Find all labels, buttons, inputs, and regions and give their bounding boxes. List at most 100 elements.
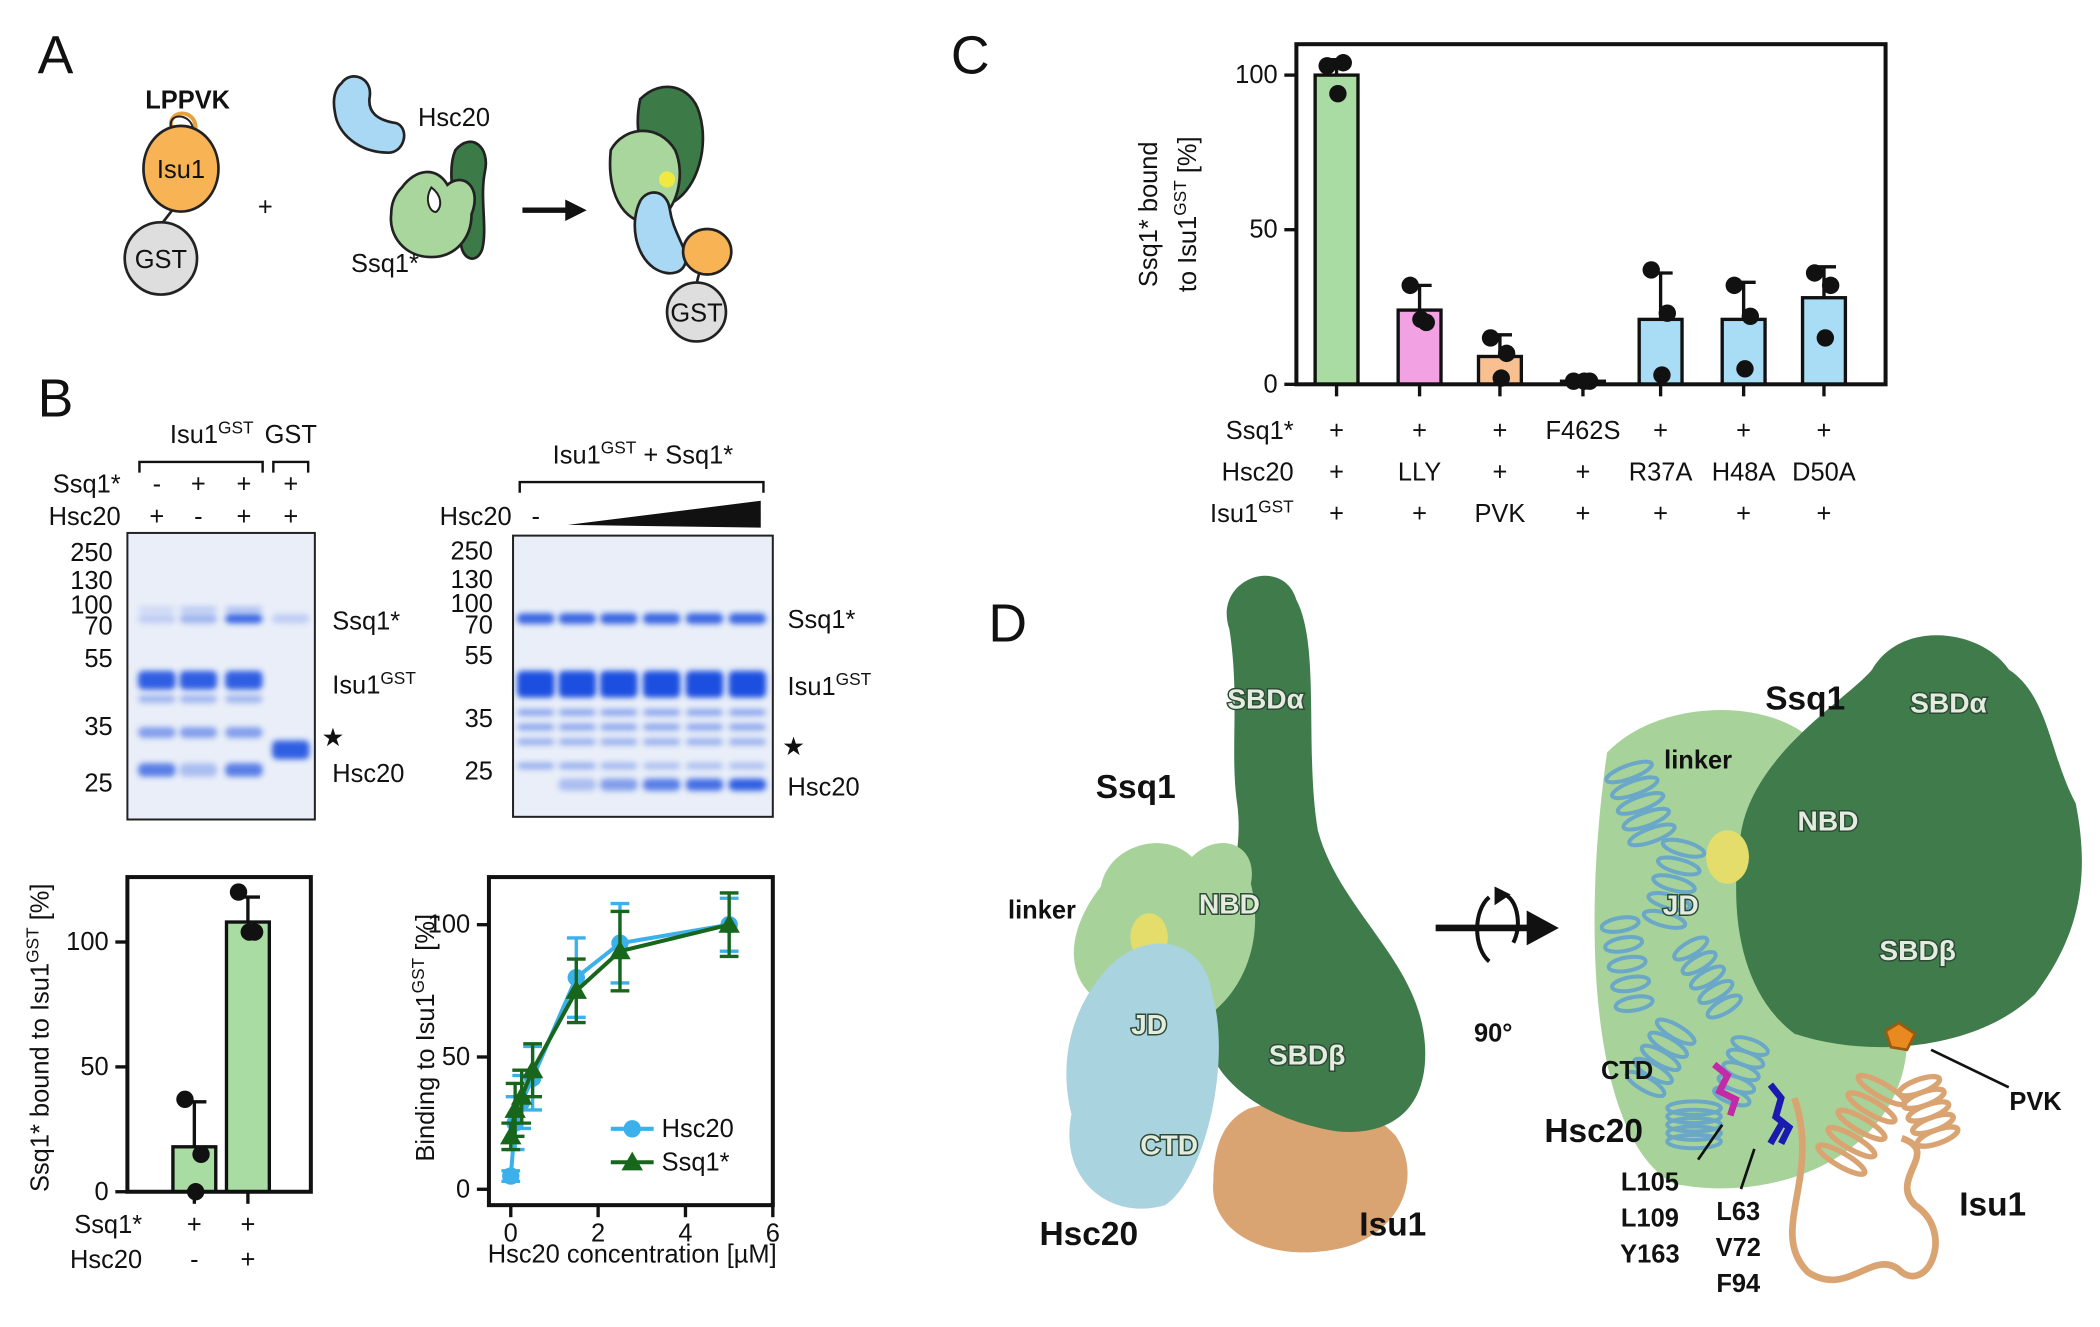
gel-band — [225, 694, 263, 704]
row-cell: + — [283, 471, 298, 499]
pointer — [1739, 1148, 1756, 1190]
row-label: Ssq1* — [74, 1211, 142, 1239]
gel-band — [517, 762, 555, 770]
gel-band — [685, 778, 724, 791]
gel-band — [685, 670, 724, 698]
y-axis-label: Ssq1* bound — [1135, 141, 1163, 287]
isu1-helix — [1815, 1142, 1868, 1177]
pvk-residues — [1883, 1021, 1917, 1052]
hsc20-helix — [1651, 873, 1697, 895]
band-label-part: GST — [380, 668, 416, 688]
replicate-point — [1816, 329, 1835, 347]
gel-band — [517, 723, 555, 731]
gel-band — [728, 738, 767, 746]
domain-label: SBDβ — [1269, 1040, 1346, 1071]
replicate-point — [1736, 360, 1754, 378]
hsc20-helix — [1646, 891, 1693, 913]
x-axis-label: Hsc20 concentration [µM] — [488, 1241, 777, 1269]
band-label-part: Isu1 — [788, 673, 836, 701]
gel-band — [685, 762, 724, 770]
gel-band — [179, 613, 218, 624]
row-cell: - — [194, 503, 202, 531]
gel-band — [685, 709, 724, 716]
gel-band — [225, 727, 263, 738]
row-label: Ssq1* — [1226, 417, 1294, 445]
marker-label: 130 — [70, 567, 112, 595]
replicate-point — [1401, 276, 1419, 295]
bracket — [518, 480, 765, 493]
row-cell: + — [149, 503, 164, 531]
plot-frame — [1294, 42, 1888, 387]
protein-label: Isu1 — [1959, 1187, 2026, 1224]
marker-label: 130 — [451, 566, 493, 594]
hsc20-helix — [1660, 837, 1707, 859]
y-axis-label-part: [%] — [1174, 136, 1202, 180]
replicate-point — [1821, 276, 1840, 295]
hsc20-helix — [1705, 993, 1743, 1020]
band-label: Hsc20 — [788, 773, 860, 801]
y-axis-label-part: to Isu1 — [1174, 216, 1202, 292]
row-cell: F462S — [1545, 417, 1620, 445]
row-label-part: GST — [1258, 496, 1294, 516]
x-tick-label: 2 — [591, 1219, 605, 1247]
hsc20-helix — [1610, 775, 1660, 801]
gst-label: GST — [135, 246, 187, 274]
domain-label: CTD — [1140, 1129, 1198, 1160]
gel-band — [642, 778, 681, 791]
isu1-coil — [1789, 1096, 1939, 1284]
hsc20-surface — [1066, 943, 1219, 1209]
row-cell: + — [1492, 417, 1507, 445]
marker-label: 25 — [465, 757, 493, 785]
y-axis-label-part: [%] — [26, 884, 54, 928]
protein-label: Ssq1 — [1765, 680, 1845, 717]
gel-band — [558, 709, 597, 716]
y-axis-label-part: GST — [1170, 180, 1190, 216]
hsc20-helix — [1665, 1099, 1723, 1117]
protein-label: Hsc20 — [1040, 1216, 1139, 1253]
hsc20-helix — [1621, 806, 1672, 832]
gel-band — [600, 670, 638, 698]
isu1-label: Isu1 — [157, 156, 205, 184]
lane-header-part: Isu1 — [170, 421, 218, 449]
y-axis-label-part: GST — [408, 957, 428, 993]
replicate-point — [1412, 310, 1430, 329]
gel-band — [600, 723, 638, 731]
tail-label: LPPVK — [145, 86, 230, 114]
x-tick-label: 4 — [678, 1219, 692, 1247]
row-label: Hsc20 — [440, 503, 512, 531]
row-cell: - — [153, 471, 161, 499]
replicate-point — [1318, 57, 1336, 75]
residue-label: PVK — [2009, 1088, 2062, 1116]
point — [521, 1059, 544, 1079]
gel-band — [138, 727, 176, 738]
marker-label: 100 — [451, 590, 493, 618]
gel-band — [138, 670, 176, 690]
y-tick-label: 0 — [456, 1175, 470, 1203]
y-tick-label: 50 — [1249, 216, 1277, 244]
panel-label: B — [38, 370, 74, 429]
lane-header: GST — [265, 421, 317, 449]
marker-label: 55 — [84, 645, 112, 673]
gel-band — [138, 613, 176, 624]
row-cell: - — [190, 1246, 198, 1274]
gel-band — [685, 738, 724, 746]
row-cell: R37A — [1629, 459, 1693, 487]
point — [565, 980, 587, 999]
isu1-helix — [1845, 1090, 1898, 1125]
hsc20-helix — [1606, 954, 1648, 974]
x-tick-label: 6 — [766, 1219, 780, 1247]
rotation-curve — [1475, 895, 1491, 963]
legend-label: Hsc20 — [662, 1115, 734, 1143]
gel-band — [600, 709, 638, 716]
bar — [1800, 296, 1848, 386]
replicate-point — [1481, 329, 1500, 347]
pointer — [1696, 1124, 1724, 1161]
y-tick-label: 0 — [94, 1178, 108, 1206]
row-cell: + — [1329, 417, 1344, 445]
gel-band — [558, 670, 597, 698]
hsc20-helix — [1615, 791, 1666, 816]
row-cell: + — [240, 1211, 255, 1239]
domain-label: SBDα — [1227, 683, 1304, 714]
linker-surface — [1706, 830, 1749, 884]
